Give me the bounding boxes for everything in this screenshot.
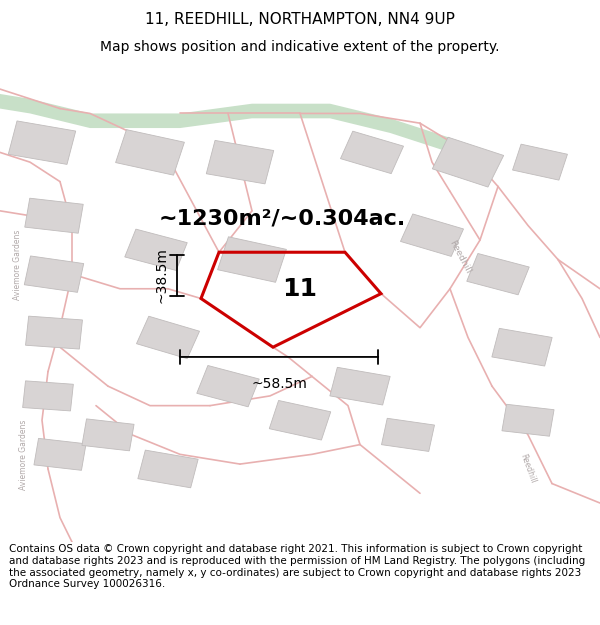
Polygon shape xyxy=(25,198,83,233)
Text: Aviemore Gardens: Aviemore Gardens xyxy=(13,229,23,299)
Polygon shape xyxy=(433,138,503,187)
Text: Reedhill: Reedhill xyxy=(447,239,472,276)
Polygon shape xyxy=(34,438,86,471)
Polygon shape xyxy=(382,418,434,451)
Polygon shape xyxy=(23,381,73,411)
Text: ~38.5m: ~38.5m xyxy=(155,248,169,303)
Polygon shape xyxy=(138,450,198,488)
Polygon shape xyxy=(400,214,464,256)
Polygon shape xyxy=(8,121,76,164)
Polygon shape xyxy=(512,144,568,180)
Polygon shape xyxy=(82,419,134,451)
Polygon shape xyxy=(269,401,331,440)
Text: ~1230m²/~0.304ac.: ~1230m²/~0.304ac. xyxy=(158,208,406,228)
Polygon shape xyxy=(136,316,200,359)
Polygon shape xyxy=(218,237,286,282)
Polygon shape xyxy=(467,254,529,295)
Polygon shape xyxy=(116,129,184,175)
Polygon shape xyxy=(197,366,259,407)
Text: Contains OS data © Crown copyright and database right 2021. This information is : Contains OS data © Crown copyright and d… xyxy=(9,544,585,589)
Text: Reedhill: Reedhill xyxy=(518,453,538,485)
Polygon shape xyxy=(340,131,404,174)
Text: ~58.5m: ~58.5m xyxy=(251,377,307,391)
Polygon shape xyxy=(0,94,450,152)
Polygon shape xyxy=(502,404,554,436)
Text: Aviemore Gardens: Aviemore Gardens xyxy=(19,419,29,489)
Text: Map shows position and indicative extent of the property.: Map shows position and indicative extent… xyxy=(100,39,500,54)
Text: 11: 11 xyxy=(283,277,317,301)
Polygon shape xyxy=(492,328,552,366)
Polygon shape xyxy=(125,229,187,271)
Polygon shape xyxy=(24,256,84,293)
Polygon shape xyxy=(330,368,390,405)
Text: 11, REEDHILL, NORTHAMPTON, NN4 9UP: 11, REEDHILL, NORTHAMPTON, NN4 9UP xyxy=(145,12,455,27)
Polygon shape xyxy=(26,316,82,349)
Polygon shape xyxy=(206,141,274,184)
